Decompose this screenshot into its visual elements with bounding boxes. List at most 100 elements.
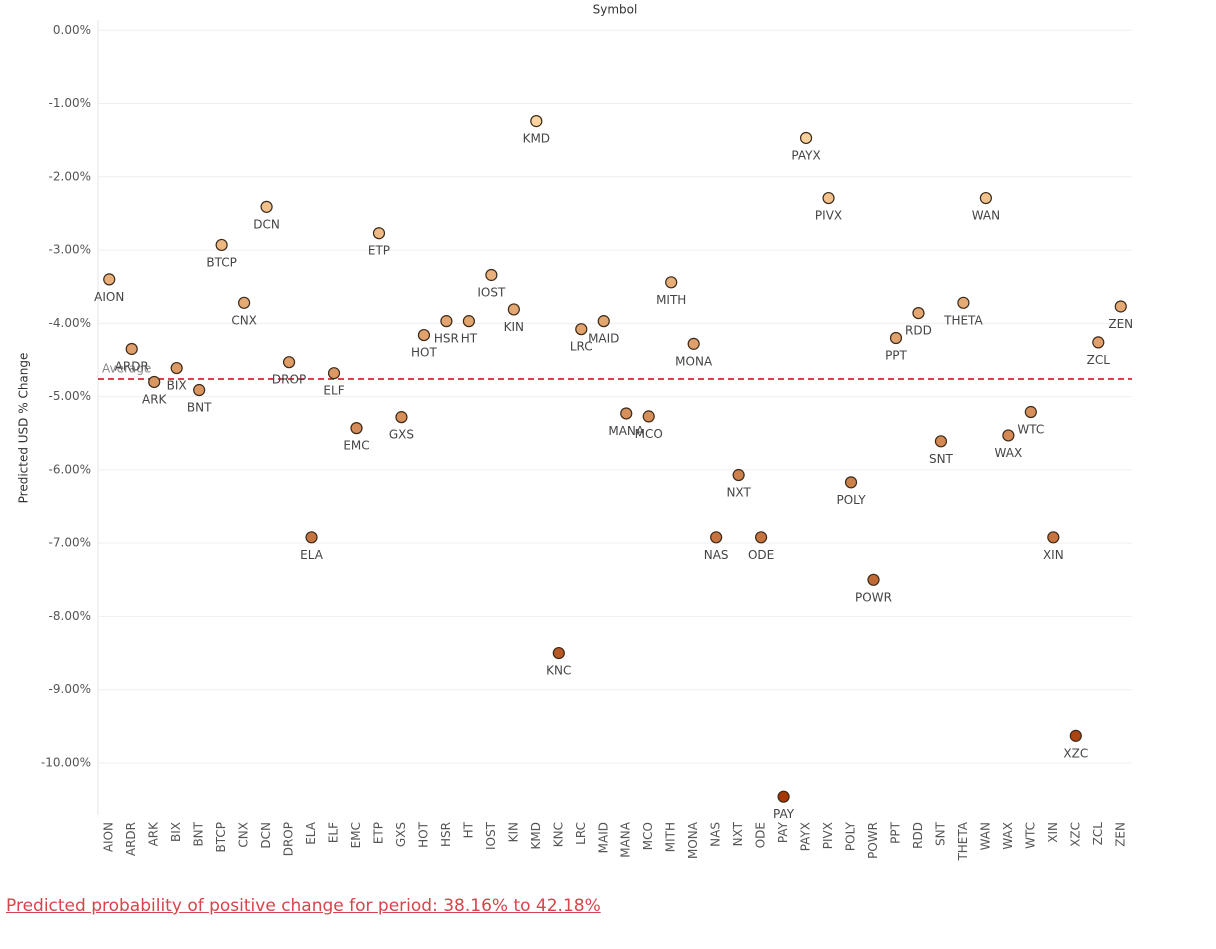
x-tick-label: PAYX xyxy=(799,822,813,851)
point-label: WAX xyxy=(995,446,1023,460)
point-label: MANA xyxy=(608,424,645,438)
x-tick-label: ETP xyxy=(371,822,385,844)
y-tick-label: -2.00% xyxy=(49,169,91,183)
y-tick-label: -4.00% xyxy=(49,316,91,330)
x-tick-label: XZC xyxy=(1068,822,1082,847)
x-tick-label: WAX xyxy=(1001,822,1015,850)
x-tick-label: ELA xyxy=(304,821,318,845)
point-label: NAS xyxy=(704,548,729,562)
point-label: KMD xyxy=(523,132,550,146)
footer-link[interactable]: Predicted probability of positive change… xyxy=(6,896,601,916)
point-label: POLY xyxy=(836,493,866,507)
dot xyxy=(530,115,543,128)
x-tick-label: SNT xyxy=(933,821,947,846)
point-label: XZC xyxy=(1063,746,1088,760)
dot xyxy=(1047,531,1060,544)
point-label: NXT xyxy=(726,486,751,500)
x-tick-label: PIVX xyxy=(821,822,835,849)
dot xyxy=(215,238,228,252)
dot xyxy=(1092,336,1105,349)
point-label: PIVX xyxy=(815,209,842,223)
dot xyxy=(238,296,251,309)
x-tick-label: BNT xyxy=(192,821,206,846)
dot xyxy=(777,790,790,803)
x-tick-label: BTCP xyxy=(214,822,228,852)
dot xyxy=(912,306,925,320)
dot xyxy=(979,191,992,205)
point-label: POWR xyxy=(855,590,892,604)
x-tick-label: LRC xyxy=(574,822,588,845)
average-label: Average xyxy=(102,362,151,376)
point-label: WAN xyxy=(972,209,1000,223)
dot xyxy=(417,328,431,342)
x-tick-label: AION xyxy=(102,822,116,852)
dot xyxy=(755,531,768,544)
dot xyxy=(372,227,386,240)
dot xyxy=(125,342,138,356)
dot xyxy=(642,410,655,423)
y-tick-label: -7.00% xyxy=(49,536,91,550)
dot xyxy=(485,268,498,282)
point-label: LRC xyxy=(570,340,593,354)
point-label: ELA xyxy=(300,548,324,562)
dot xyxy=(889,331,903,345)
chart: Symbol Predicted USD % Change 0.00% -1.00… xyxy=(17,3,1134,862)
dot xyxy=(597,315,610,328)
point-label: THETA xyxy=(943,313,983,327)
dot xyxy=(575,323,588,336)
x-tick-label: WTC xyxy=(1023,822,1037,849)
x-tick-label: PPT xyxy=(888,821,902,843)
y-tick-label: -5.00% xyxy=(49,389,91,403)
point-label: HOT xyxy=(411,346,437,360)
y-tick-label: -8.00% xyxy=(49,609,91,623)
chart-title: Symbol xyxy=(593,3,638,17)
point-label: BNT xyxy=(187,401,212,415)
x-tick-label: CNX xyxy=(237,822,251,848)
point-label: HSR xyxy=(434,332,459,346)
x-tick-label: GXS xyxy=(394,822,408,847)
point-label: ARK xyxy=(142,392,168,406)
point-label: DCN xyxy=(253,217,280,231)
x-tick-label: ARDR xyxy=(124,822,138,856)
x-tick-label: WAN xyxy=(978,822,992,850)
dot xyxy=(350,422,363,435)
dot xyxy=(844,476,858,489)
point-label: MAID xyxy=(588,332,619,346)
point-label: ZEN xyxy=(1108,317,1133,331)
x-tick-label: THETA xyxy=(956,821,970,861)
point-label: ETP xyxy=(368,244,390,258)
dot xyxy=(957,296,970,309)
x-tick-label: RDD xyxy=(911,822,925,849)
point-label: BTCP xyxy=(206,255,236,269)
dot xyxy=(867,573,880,586)
dot xyxy=(282,356,296,369)
point-label: WTC xyxy=(1017,423,1044,437)
dot xyxy=(710,531,723,544)
x-tick-label: HT xyxy=(461,821,475,838)
dot xyxy=(1024,405,1037,419)
x-tick-label: ARK xyxy=(147,821,161,847)
dot xyxy=(799,131,813,145)
x-tick-label: MITH xyxy=(664,822,678,852)
point-label: EMC xyxy=(343,439,369,453)
point-label: MITH xyxy=(656,293,686,307)
x-tick-label: NAS xyxy=(709,822,723,847)
x-tick-label: POLY xyxy=(844,821,858,851)
dot xyxy=(1002,429,1015,442)
x-tick-label: ZEN xyxy=(1113,822,1127,847)
point-label: PAY xyxy=(773,807,795,821)
dot xyxy=(193,383,206,397)
x-tick-label: DCN xyxy=(259,822,273,849)
dot xyxy=(822,191,835,205)
y-tick-label: -1.00% xyxy=(49,96,91,110)
dot xyxy=(507,303,520,316)
y-tick-label: -9.00% xyxy=(49,682,91,696)
point-label: DROP xyxy=(272,373,306,387)
y-tick-label: -3.00% xyxy=(49,243,91,257)
point-label: CNX xyxy=(231,313,257,327)
point-label: XIN xyxy=(1043,548,1064,562)
x-tick-label: MAID xyxy=(596,822,610,853)
x-tick-label: KMD xyxy=(529,822,543,849)
x-tick-label: MONA xyxy=(686,821,700,859)
